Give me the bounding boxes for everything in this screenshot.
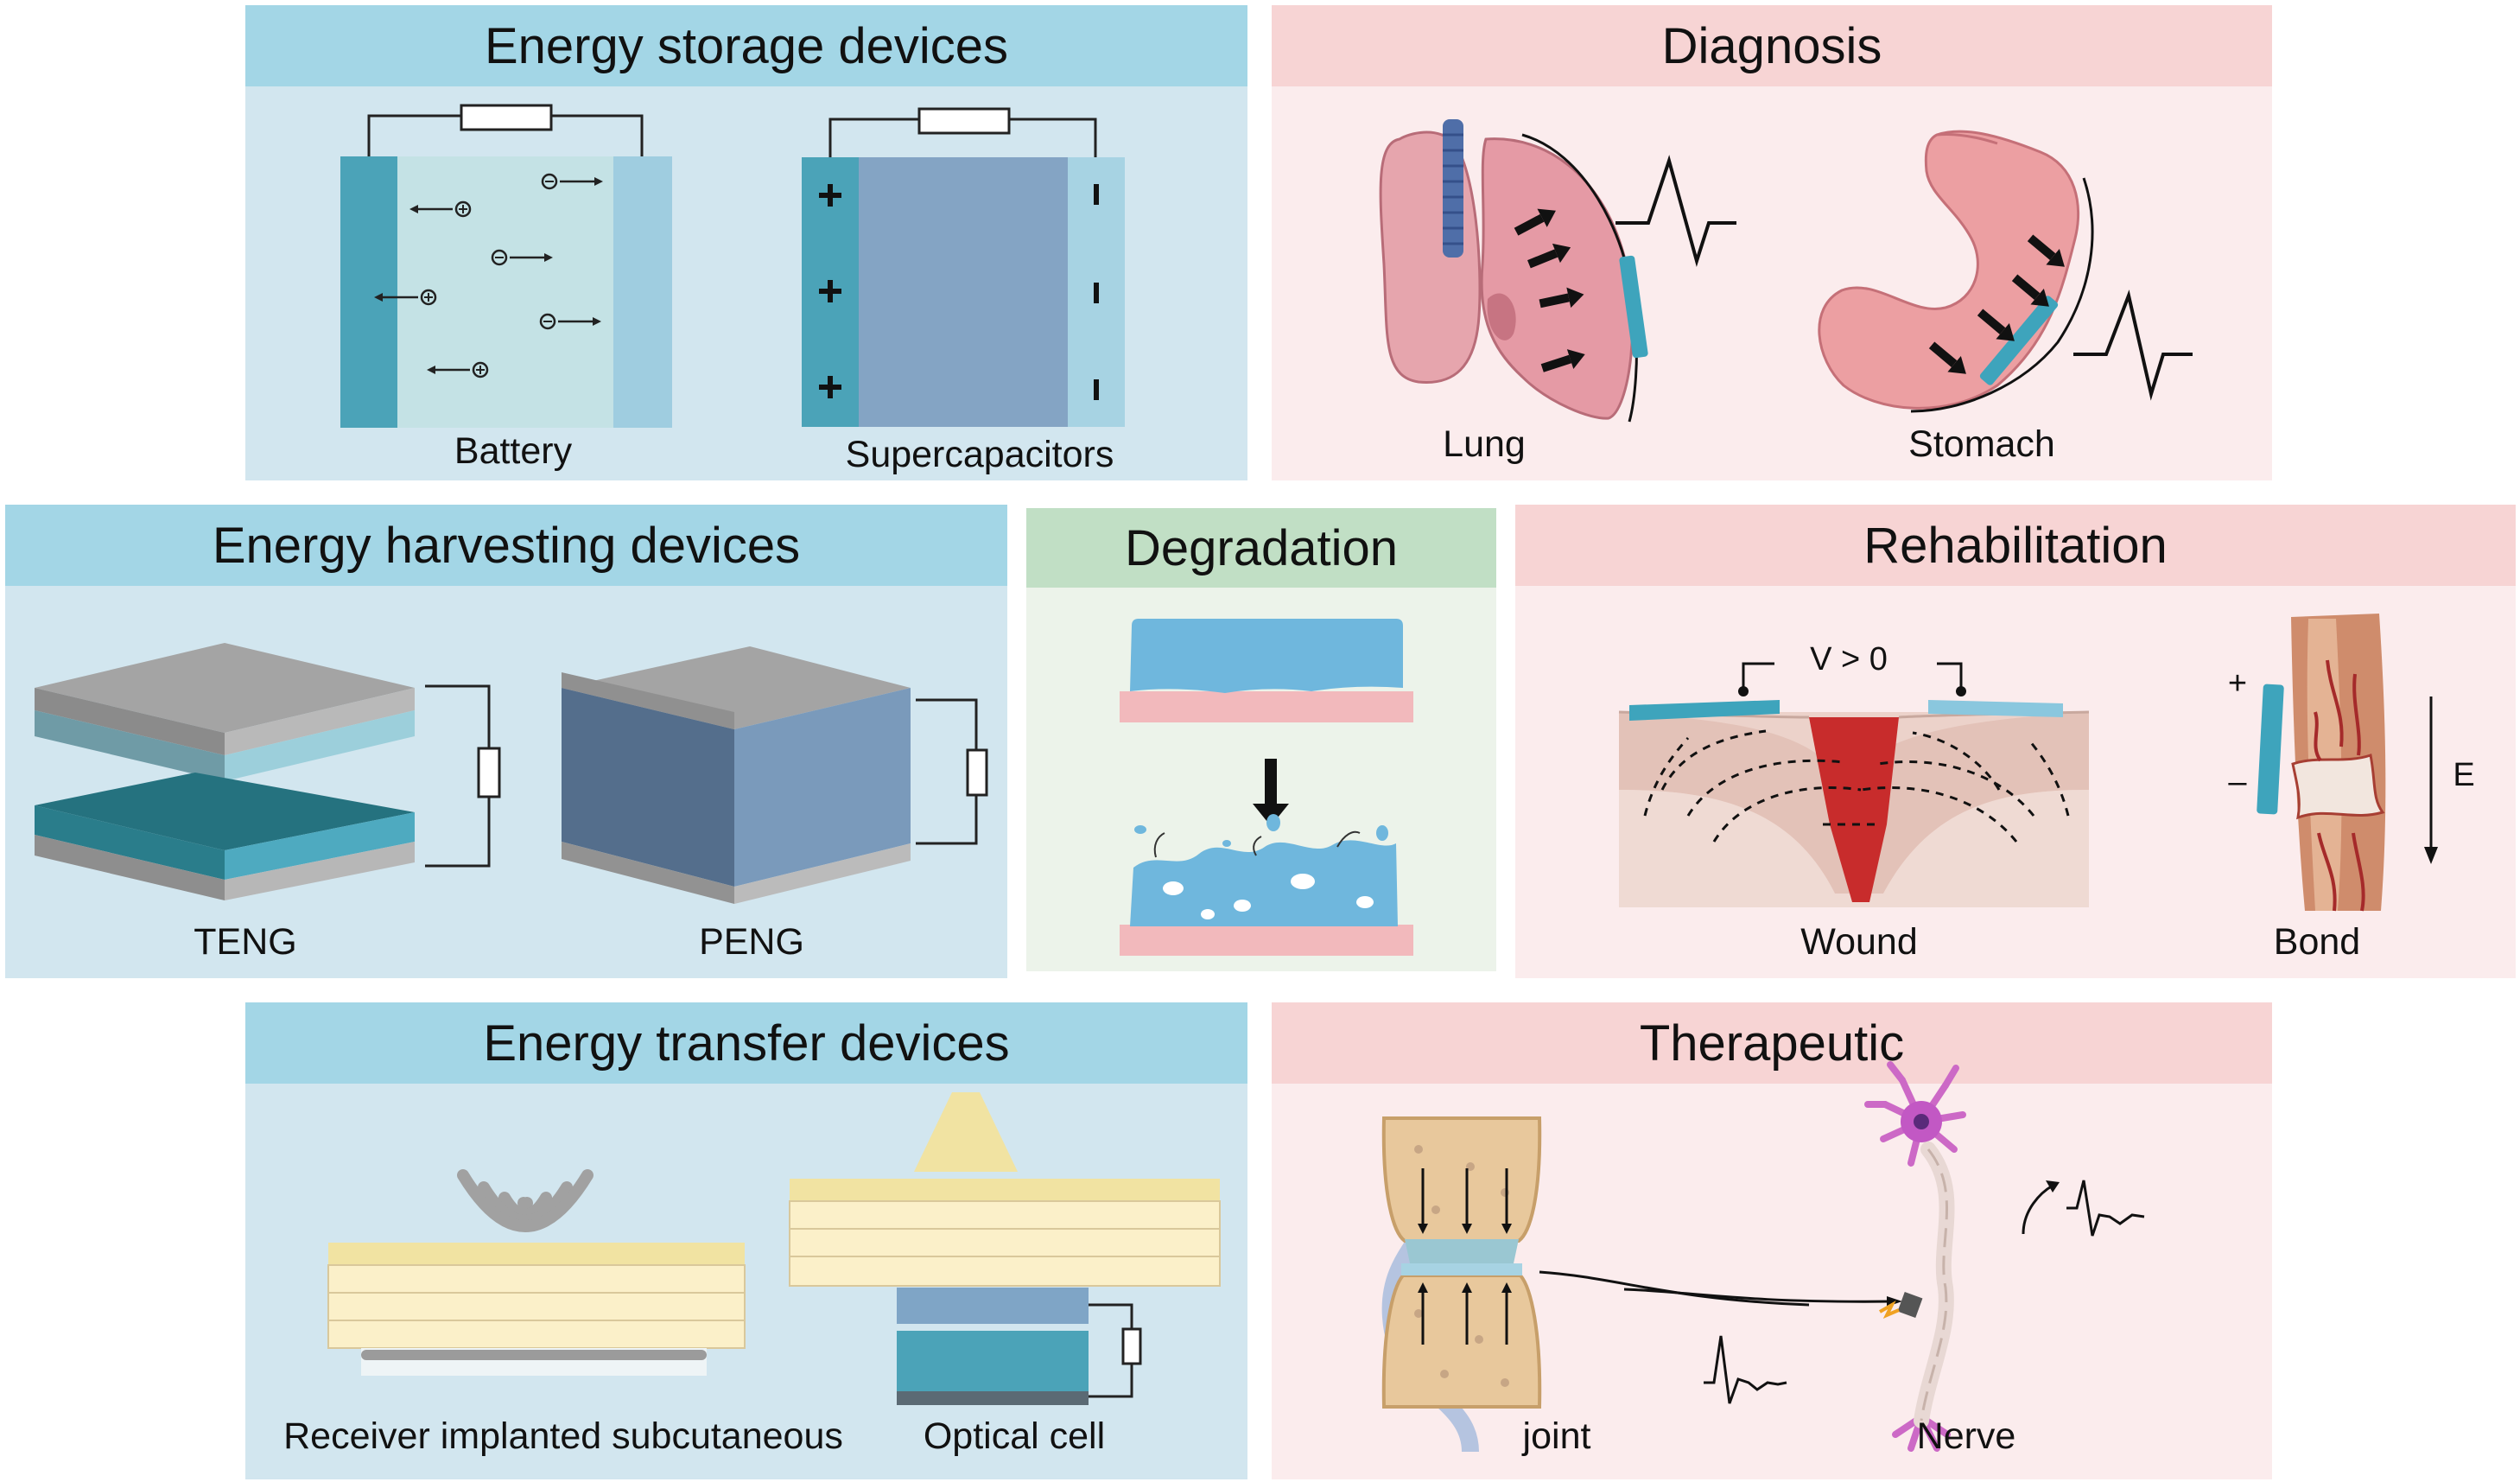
stomach-drawing bbox=[1818, 130, 2193, 413]
nerve-drawing bbox=[1864, 1061, 2145, 1452]
receiver-label: Receiver implanted subcutaneous bbox=[283, 1415, 843, 1457]
voltage-label: V > 0 bbox=[1810, 641, 1888, 677]
teng-diagram bbox=[35, 643, 501, 900]
stomach-label: Stomach bbox=[1908, 423, 2055, 465]
degradation-illustration bbox=[1120, 619, 1413, 956]
wound-label: Wound bbox=[1800, 921, 1918, 963]
harvesting-illustration bbox=[35, 643, 988, 904]
rehabilitation-illustration bbox=[1618, 614, 2438, 912]
diagnosis-illustration bbox=[1379, 119, 2193, 423]
battery-label: Battery bbox=[454, 430, 573, 472]
storage-illustration bbox=[340, 104, 1125, 428]
peng-label: PENG bbox=[699, 921, 804, 963]
optical-cell-label: Optical cell bbox=[923, 1415, 1106, 1457]
panel-diagnosis: Diagnosis bbox=[1272, 5, 2272, 480]
supercapacitors-label: Supercapacitors bbox=[845, 434, 1114, 475]
teng-label: TENG bbox=[194, 921, 297, 963]
panel-degradation: Degradation bbox=[1026, 508, 1496, 971]
panel-energy-storage: Energy storage devices bbox=[245, 5, 1247, 480]
panel-title: Therapeutic bbox=[1272, 1002, 2272, 1084]
supercapacitor-diagram bbox=[802, 107, 1125, 427]
lung-drawing bbox=[1379, 119, 1736, 423]
panel-energy-harvesting: Energy harvesting devices bbox=[5, 505, 1007, 978]
peng-diagram bbox=[562, 646, 988, 904]
panel-title: Energy harvesting devices bbox=[5, 505, 1007, 586]
panel-energy-transfer: Energy transfer devices bbox=[245, 1002, 1247, 1479]
panel-title: Degradation bbox=[1026, 508, 1496, 588]
wireless-receiver-diagram bbox=[327, 1169, 746, 1376]
panel-title: Diagnosis bbox=[1272, 5, 2272, 86]
lung-label: Lung bbox=[1443, 423, 1526, 465]
panel-title: Energy storage devices bbox=[245, 5, 1247, 86]
bond-minus-sign: – bbox=[2228, 764, 2247, 800]
battery-diagram bbox=[340, 104, 672, 428]
wound-drawing bbox=[1618, 662, 2090, 907]
joint-label: joint bbox=[1522, 1415, 1591, 1457]
field-label: E bbox=[2453, 757, 2475, 793]
panel-title: Energy transfer devices bbox=[245, 1002, 1247, 1084]
bone-drawing bbox=[2257, 614, 2438, 912]
panel-therapeutic: Therapeutic bbox=[1272, 1002, 2272, 1479]
optical-cell-diagram bbox=[789, 1092, 1221, 1405]
nerve-label: Nerve bbox=[1916, 1415, 2016, 1457]
therapeutic-illustration bbox=[1381, 1061, 2145, 1453]
transfer-illustration bbox=[327, 1092, 1221, 1405]
panel-rehabilitation: Rehabilitation bbox=[1515, 505, 2516, 978]
bond-plus-sign: + bbox=[2227, 665, 2248, 702]
joint-drawing bbox=[1381, 1116, 1902, 1453]
bond-label: Bond bbox=[2273, 921, 2361, 963]
panel-title: Rehabilitation bbox=[1515, 505, 2516, 586]
